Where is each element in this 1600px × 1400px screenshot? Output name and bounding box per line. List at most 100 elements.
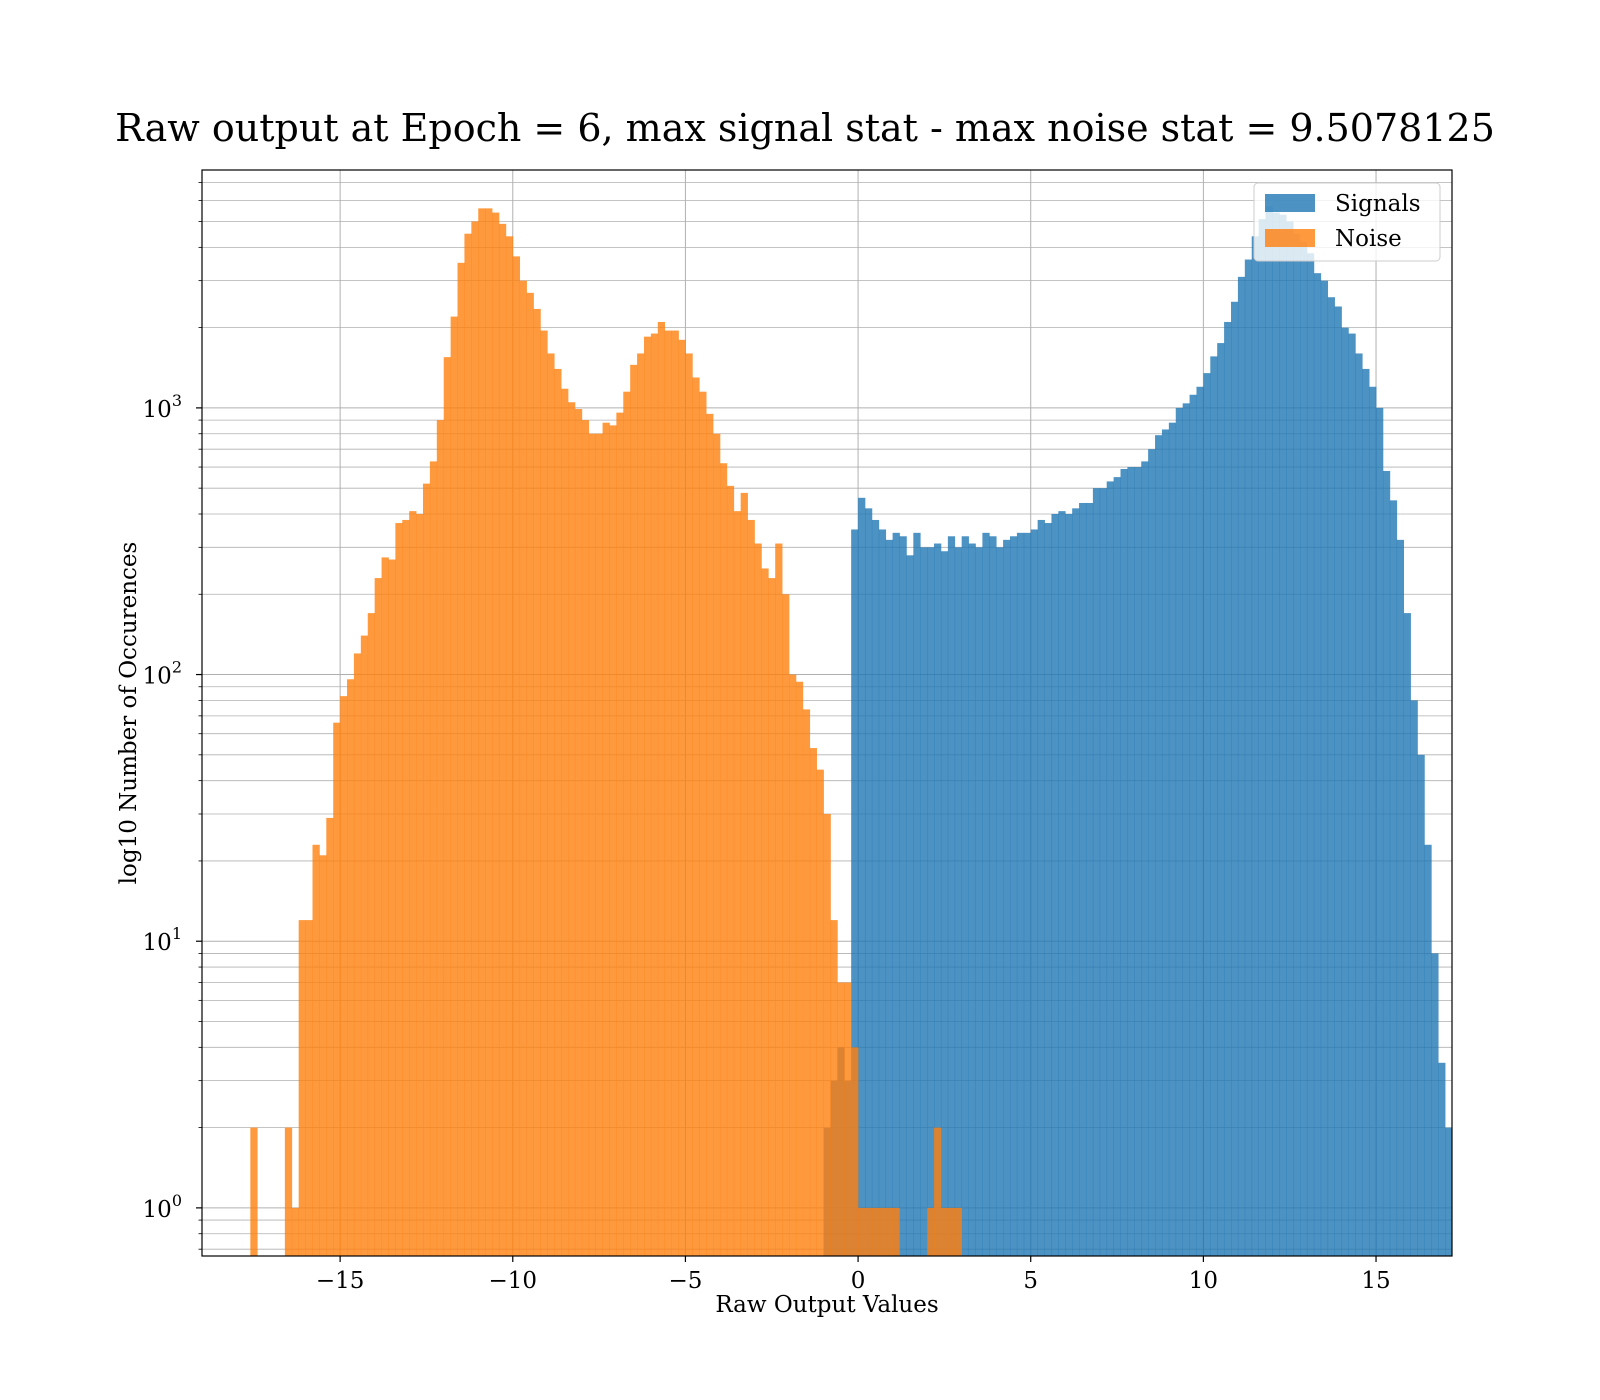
bar-signals	[920, 547, 928, 1256]
bar-noise	[878, 1207, 887, 1256]
bar-signals	[1265, 206, 1273, 1256]
bar-signals	[1417, 754, 1425, 1256]
bar-noise	[947, 1207, 956, 1256]
bar-signals	[1003, 539, 1011, 1256]
bar-noise	[954, 1207, 963, 1256]
x-tick-label: 5	[1023, 1268, 1038, 1294]
bar-signals	[1389, 500, 1398, 1256]
bar-signals	[1431, 953, 1439, 1256]
bar-signals	[1106, 481, 1114, 1256]
bar-signals	[1445, 1127, 1453, 1256]
bar-noise	[526, 292, 534, 1256]
bar-noise	[305, 920, 313, 1256]
bar-noise	[312, 844, 320, 1256]
x-axis-label: Raw Output Values	[715, 1292, 938, 1318]
bar-noise	[678, 339, 686, 1256]
bar-signals	[1016, 532, 1025, 1256]
bar-noise	[436, 420, 445, 1257]
series-noise	[250, 208, 963, 1257]
bar-signals	[1079, 502, 1087, 1257]
bar-noise	[809, 748, 817, 1256]
bar-noise	[422, 483, 431, 1256]
bar-signals	[989, 536, 997, 1256]
bar-signals	[1155, 435, 1163, 1256]
bar-noise	[775, 543, 783, 1256]
bar-noise	[388, 559, 396, 1256]
y-tick-label: 101	[143, 924, 182, 956]
bar-noise	[795, 681, 804, 1256]
bar-signals	[1120, 468, 1128, 1256]
y-tick-label: 103	[143, 391, 182, 423]
bar-noise	[554, 368, 562, 1256]
bar-signals	[1369, 386, 1377, 1256]
bar-noise	[340, 696, 348, 1256]
bar-noise	[664, 330, 672, 1256]
bar-signals	[1231, 301, 1239, 1256]
bar-signals	[1327, 297, 1335, 1257]
bar-noise	[761, 568, 769, 1256]
bar-signals	[1403, 613, 1411, 1256]
y-tick-label: 102	[143, 658, 182, 690]
bar-noise	[692, 377, 700, 1256]
bar-signals	[1010, 536, 1018, 1256]
bar-signals	[1030, 529, 1038, 1256]
bar-signals	[1300, 241, 1308, 1256]
bar-signals	[1355, 353, 1363, 1257]
bar-noise	[740, 492, 748, 1256]
bar-noise	[492, 212, 500, 1257]
x-axis-ticks: −15 −10 −5 0 5 10 15	[316, 1256, 1391, 1294]
bar-signals	[1224, 321, 1232, 1257]
bar-noise	[802, 709, 811, 1256]
bar-noise	[754, 543, 762, 1256]
bar-noise	[333, 722, 341, 1256]
bar-signals	[878, 529, 887, 1256]
bar-signals	[968, 543, 976, 1256]
bar-signals	[1438, 1062, 1446, 1256]
bar-signals	[1182, 403, 1190, 1257]
bar-signals	[1072, 508, 1080, 1257]
bar-noise	[782, 594, 790, 1256]
bar-signals	[1341, 327, 1349, 1256]
x-tick-label: −5	[668, 1268, 702, 1294]
bar-signals	[1286, 221, 1294, 1256]
bar-signals	[864, 508, 873, 1257]
bar-noise	[464, 233, 472, 1256]
bar-noise	[505, 236, 514, 1257]
bar-signals	[996, 547, 1004, 1256]
bar-noise	[892, 1207, 900, 1256]
bar-noise	[512, 256, 521, 1256]
bar-noise	[471, 221, 479, 1256]
bar-signals	[1382, 470, 1391, 1257]
bar-noise	[789, 674, 797, 1256]
bar-signals	[1051, 514, 1059, 1256]
legend-label-noise: Noise	[1335, 226, 1402, 252]
bar-signals	[1175, 407, 1184, 1256]
legend-swatch-noise	[1265, 229, 1315, 247]
bar-noise	[547, 353, 555, 1257]
bar-noise	[726, 485, 735, 1256]
bar-signals	[1237, 276, 1246, 1256]
bar-noise	[768, 578, 776, 1256]
bar-noise	[602, 422, 610, 1256]
bar-noise	[685, 353, 693, 1257]
bar-noise	[395, 523, 403, 1256]
bar-signals	[1099, 488, 1108, 1256]
bar-noise	[574, 409, 583, 1256]
bar-signals	[975, 547, 983, 1256]
legend: Signals Noise	[1253, 182, 1441, 262]
bar-signals	[1306, 253, 1315, 1256]
bar-signals	[1092, 488, 1101, 1256]
bar-noise	[443, 357, 451, 1256]
bar-noise	[940, 1207, 949, 1256]
bar-noise	[830, 920, 838, 1256]
bar-noise	[643, 336, 652, 1256]
bar-noise	[353, 653, 362, 1256]
bar-signals	[961, 536, 969, 1256]
bar-signals	[1141, 461, 1149, 1256]
bar-noise	[719, 463, 728, 1256]
bar-noise	[319, 855, 327, 1256]
bar-noise	[347, 679, 355, 1256]
bar-signals	[851, 529, 859, 1256]
bar-noise	[519, 280, 527, 1256]
